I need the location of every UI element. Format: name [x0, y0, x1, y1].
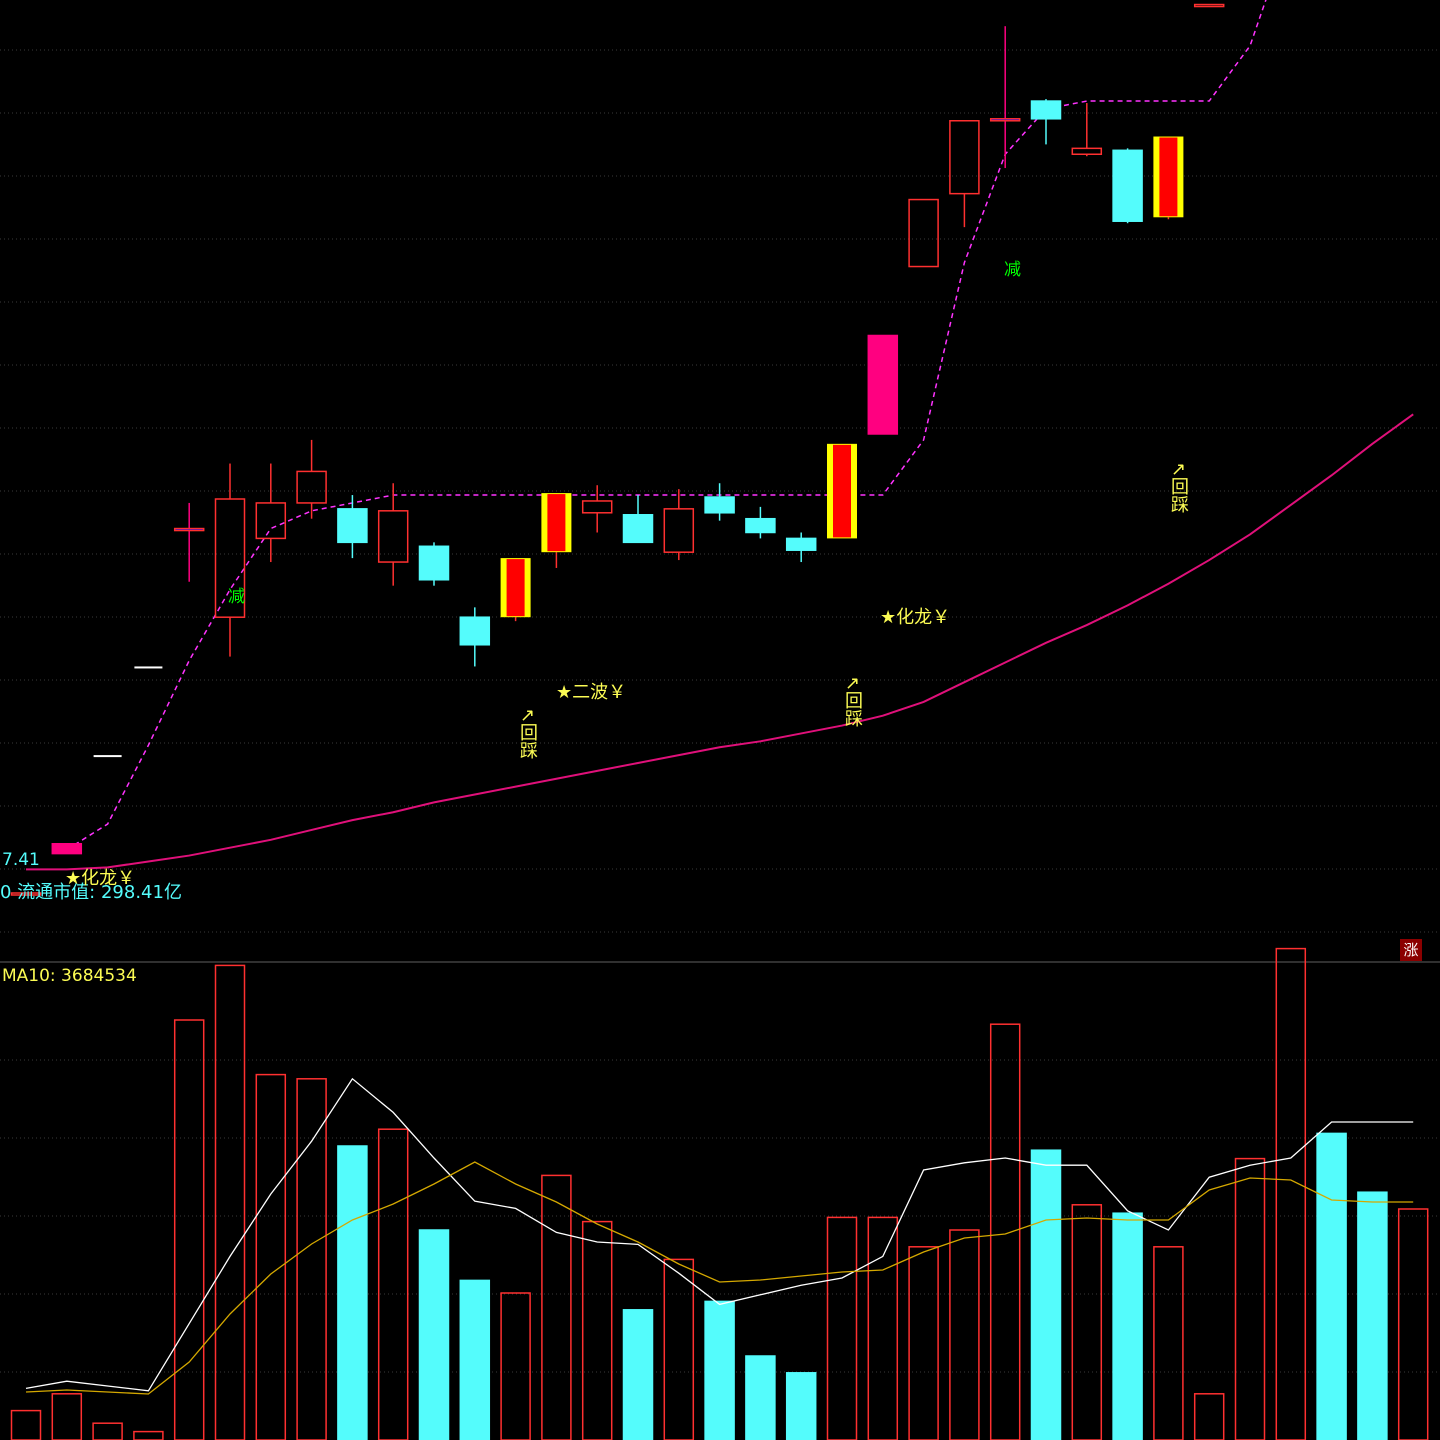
volume-bar	[704, 1300, 735, 1440]
candle-body	[1112, 149, 1143, 222]
candle-body	[663, 508, 695, 553]
volume-bar	[785, 1372, 817, 1440]
candle-body	[1071, 147, 1103, 155]
candle-body	[459, 616, 491, 646]
huicai-marker-1: ↖回踩	[517, 708, 538, 760]
candle-body-highlight	[833, 444, 851, 538]
zhang-badge: 涨	[1400, 939, 1422, 961]
candle-body	[581, 500, 613, 514]
volume-bar	[255, 1073, 287, 1440]
huicai-marker-2: ↖回踩	[842, 676, 863, 728]
volume-bar	[1112, 1212, 1143, 1440]
candle-body	[949, 120, 980, 195]
volume-bar	[1357, 1191, 1388, 1440]
candle-body	[255, 502, 287, 540]
volume-bar	[1193, 1393, 1225, 1440]
huicai-marker-3: ↖回踩	[1168, 462, 1189, 514]
volume-bar	[622, 1309, 654, 1440]
volume-bar	[541, 1174, 572, 1440]
candle-body	[173, 527, 205, 532]
candle-body-flat	[134, 666, 163, 669]
volume-bar	[500, 1292, 531, 1440]
volume-bar	[745, 1355, 776, 1440]
volume-bar	[51, 1393, 83, 1440]
volume-bar	[1071, 1204, 1103, 1440]
candle-body	[704, 496, 735, 514]
candle-body	[785, 537, 817, 551]
candle-body	[1193, 3, 1225, 8]
volume-bar	[867, 1216, 899, 1440]
candle-body	[214, 498, 246, 618]
stop-line	[66, 0, 1267, 851]
candle-body	[10, 892, 42, 896]
candle-body-highlight	[506, 559, 525, 617]
candle-body	[296, 470, 327, 504]
volume-ma-gold-line	[25, 1161, 1414, 1395]
volume-bar	[1275, 947, 1307, 1440]
volume-bar	[337, 1145, 368, 1440]
volume-bar	[1153, 1246, 1184, 1440]
candle-body-highlight	[1159, 137, 1178, 217]
volume-bar	[1316, 1132, 1347, 1440]
candle-body	[622, 514, 654, 544]
volume-bar	[1234, 1157, 1266, 1440]
volume-bar	[214, 964, 246, 1440]
volume-bar	[296, 1078, 327, 1440]
volume-bar	[133, 1430, 164, 1440]
signal-label-erbo: ★二波￥	[556, 682, 627, 703]
jian-marker-2: 减	[1004, 260, 1021, 280]
volume-bar	[10, 1409, 42, 1440]
volume-bar	[1397, 1208, 1429, 1440]
candle-body	[377, 510, 409, 563]
volume-bar	[92, 1422, 123, 1440]
candle-body	[337, 508, 368, 544]
signal-label-huolong-1: ★化龙￥	[65, 868, 136, 889]
volume-bar	[418, 1229, 450, 1440]
ma-long-line	[26, 413, 1414, 871]
candle-body	[867, 334, 899, 435]
signal-label-huolong-2: ★化龙￥	[880, 607, 951, 628]
volume-bar	[949, 1229, 980, 1440]
volume-bar	[1030, 1149, 1062, 1440]
candle-body	[418, 545, 450, 581]
candle-body	[51, 843, 83, 855]
candle-body-flat	[93, 755, 122, 758]
market-cap-label: 0 流通市值: 298.41亿	[0, 882, 182, 903]
volume-ma10-label: MA10: 3684534	[2, 966, 137, 986]
volume-bar	[581, 1220, 613, 1440]
volume-bar	[663, 1258, 695, 1440]
price-value-label: 7.41	[2, 850, 40, 870]
volume-bar	[826, 1216, 858, 1440]
volume-bar	[173, 1019, 205, 1440]
volume-ma-white-line	[25, 1077, 1414, 1392]
candle-body	[745, 517, 776, 534]
volume-bar	[989, 1023, 1021, 1440]
volume-bar	[908, 1246, 939, 1440]
candle-body	[989, 118, 1021, 122]
jian-marker-1: 减	[228, 587, 245, 607]
volume-bar	[377, 1128, 409, 1440]
candle-body-highlight	[547, 494, 566, 552]
volume-bar	[459, 1279, 491, 1440]
candle-body	[1030, 100, 1062, 120]
candle-body	[908, 198, 939, 268]
